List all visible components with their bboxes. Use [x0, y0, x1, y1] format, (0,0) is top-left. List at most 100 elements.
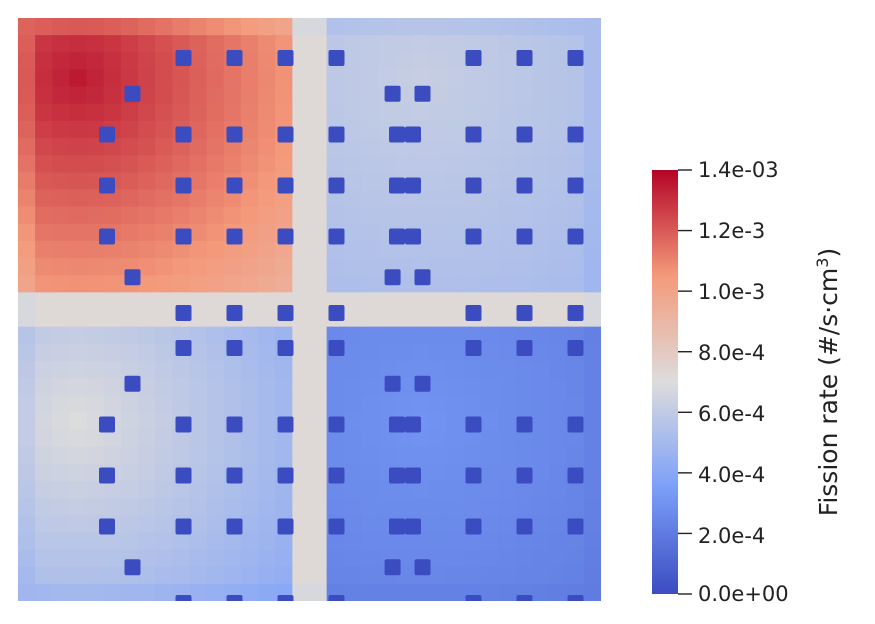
heatmap-cell [532, 343, 551, 362]
heatmap-cell [326, 18, 345, 36]
heatmap-cell [532, 206, 551, 225]
heatmap-cell [395, 240, 413, 259]
heatmap-cell [240, 463, 259, 482]
heatmap-cell [206, 498, 225, 516]
heatmap-cell [86, 480, 105, 499]
heatmap-cell [446, 223, 465, 242]
heatmap-cell [258, 120, 276, 139]
heatmap-cell [69, 258, 88, 276]
heatmap-cell [446, 566, 465, 585]
guide-tube-marker [328, 467, 345, 484]
colorbar-tick-label: 2.0e-4 [698, 524, 766, 548]
heatmap-cell [515, 189, 534, 208]
heatmap-cell [155, 412, 173, 431]
heatmap-cell [532, 463, 551, 482]
heatmap-cell [189, 189, 208, 208]
heatmap-cell [258, 240, 276, 259]
guide-tube-marker [405, 126, 421, 143]
heatmap-cell [343, 326, 362, 345]
heatmap-cell [189, 583, 208, 601]
heatmap-cell [35, 532, 53, 551]
heatmap-cell [206, 240, 225, 259]
heatmap-cell [206, 223, 225, 242]
heatmap-cell [138, 155, 156, 173]
heatmap-cell [378, 532, 396, 551]
heatmap-cell [429, 326, 448, 345]
heatmap-cell [206, 583, 225, 601]
heatmap-cell [189, 103, 208, 122]
heatmap-cell [429, 138, 448, 156]
heatmap-cell [480, 498, 499, 516]
heatmap-cell [240, 583, 259, 601]
heatmap-cell [275, 429, 293, 448]
heatmap-cell [446, 343, 465, 362]
heatmap-cell [275, 275, 293, 293]
heatmap-cell [463, 69, 482, 88]
heatmap-cell [566, 429, 585, 448]
heatmap-cell [52, 103, 71, 122]
heatmap-cell [292, 240, 311, 259]
heatmap-cell [86, 275, 105, 293]
heatmap-cell [463, 189, 482, 208]
heatmap-cell [292, 223, 311, 242]
heatmap-cell [566, 275, 585, 293]
heatmap-cell [378, 155, 396, 173]
heatmap-cell [549, 412, 568, 431]
heatmap-cell [258, 378, 276, 396]
heatmap-cell [138, 566, 156, 585]
heatmap-cell [343, 275, 362, 293]
heatmap-cell [18, 240, 36, 259]
heatmap-cell [138, 395, 156, 413]
heatmap-cell [566, 395, 585, 413]
heatmap-cell [566, 532, 585, 551]
heatmap-cell [258, 446, 276, 465]
heatmap-cell [155, 155, 173, 173]
guide-tube-marker [277, 305, 294, 321]
heatmap-cell [69, 326, 88, 345]
colorbar-title-close: ) [814, 247, 844, 258]
heatmap-cell [446, 326, 465, 345]
heatmap-cell [275, 326, 293, 345]
heatmap-cell [395, 155, 413, 173]
heatmap-cell [463, 240, 482, 259]
heatmap-cell [378, 309, 396, 328]
guide-tube-marker [567, 467, 584, 484]
heatmap-cell [52, 18, 71, 36]
heatmap-cell [223, 258, 242, 276]
heatmap-cell [35, 515, 53, 534]
heatmap-cell [258, 309, 276, 328]
colorbar-title-text: Fission rate (#/s·cm [814, 267, 844, 517]
heatmap-cell [103, 480, 122, 499]
heatmap-cell [35, 18, 53, 36]
heatmap-cell [532, 360, 551, 379]
guide-tube-marker [175, 467, 192, 484]
heatmap-cell [69, 429, 88, 448]
heatmap-cell [309, 515, 328, 534]
heatmap-cell [206, 549, 225, 568]
heatmap-cell [155, 395, 173, 413]
heatmap-cell [463, 275, 482, 293]
heatmap-cell [69, 463, 88, 482]
heatmap-cell [463, 395, 482, 413]
heatmap-cell [498, 240, 516, 259]
heatmap-cell [309, 566, 328, 585]
heatmap-cell [52, 498, 71, 516]
heatmap-cell [480, 549, 499, 568]
heatmap-cell [480, 69, 499, 88]
heatmap-cell [412, 360, 431, 379]
heatmap-cell [429, 240, 448, 259]
heatmap-cell [189, 515, 208, 534]
heatmap-cell [258, 52, 276, 71]
heatmap-cell [412, 189, 431, 208]
heatmap-cell [343, 309, 362, 328]
heatmap-cell [463, 86, 482, 105]
guide-tube-marker [516, 340, 533, 356]
heatmap-cell [69, 446, 88, 465]
heatmap-cell [52, 223, 71, 242]
heatmap-cell [103, 429, 122, 448]
heatmap-cell [155, 446, 173, 465]
heatmap-cell [206, 446, 225, 465]
heatmap-cell [429, 566, 448, 585]
heatmap-cell [498, 446, 516, 465]
heatmap-cell [583, 480, 601, 499]
